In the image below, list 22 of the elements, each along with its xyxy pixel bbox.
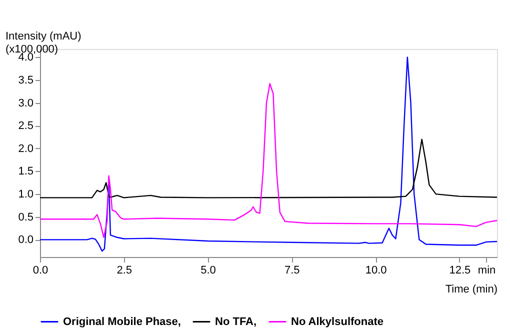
line-series — [39, 56, 498, 252]
y-tick-label: 2.0 — [18, 142, 34, 155]
legend-label: No Alkylsulfonate — [291, 316, 384, 328]
legend-label: Original Mobile Phase, — [63, 316, 181, 328]
y-tick-label: 3.5 — [18, 74, 34, 87]
x-axis-title: Time (min) — [445, 284, 498, 296]
y-tick-label: 0.0 — [18, 234, 34, 246]
legend-label: No TFA, — [215, 316, 257, 328]
y-tick-label: 3.0 — [18, 97, 34, 110]
y-tick-label: 0.5 — [18, 211, 34, 224]
x-tick-label: 7.5 — [284, 264, 300, 276]
line-series — [39, 83, 498, 238]
y-tick-label: 1.5 — [18, 166, 34, 178]
x-tick-label: 0.0 — [32, 264, 48, 276]
y-tick-label: 1.0 — [18, 188, 34, 201]
x-tick-label: 5.0 — [200, 264, 216, 276]
y-tick-label: 2.5 — [18, 120, 34, 132]
x-tick-label: min — [478, 264, 496, 276]
x-tick-label: 12.5 — [449, 264, 471, 276]
x-tick-label: 2.5 — [116, 264, 132, 276]
line-series — [39, 138, 498, 198]
x-tick-label: 10.0 — [365, 264, 387, 276]
